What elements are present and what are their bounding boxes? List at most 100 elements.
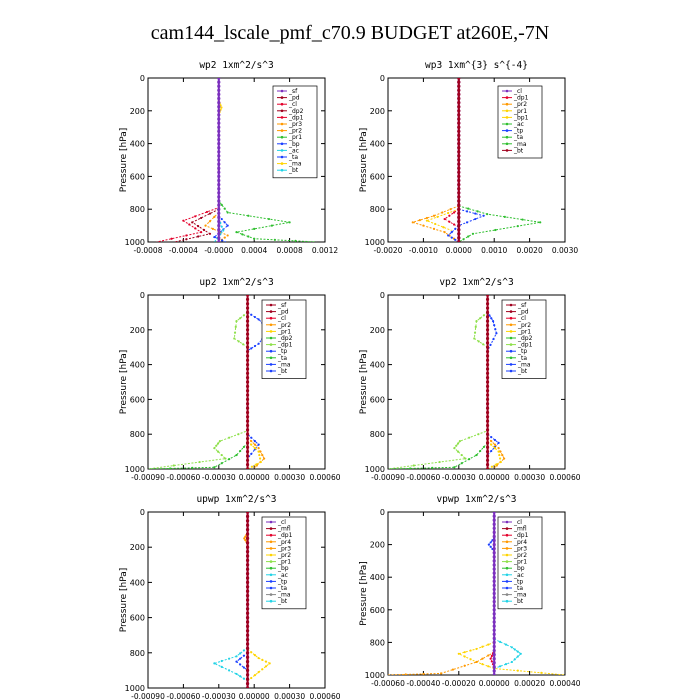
- legend-marker: [280, 135, 284, 139]
- series-point: [245, 545, 250, 549]
- series-line-ac: [458, 205, 541, 242]
- legend-marker: [505, 116, 509, 119]
- series-point: [492, 661, 496, 665]
- series-point: [457, 146, 461, 150]
- series-point: [477, 433, 480, 436]
- series-point: [245, 567, 250, 571]
- series-point: [245, 319, 250, 323]
- series-point: [422, 672, 425, 675]
- series-point: [432, 227, 436, 230]
- series-point: [469, 649, 472, 652]
- legend-marker: [505, 560, 509, 563]
- series-point: [245, 415, 250, 419]
- series-point: [516, 655, 519, 658]
- series-point: [497, 441, 500, 444]
- legend-label: _cl: [513, 519, 522, 526]
- series-point: [450, 231, 453, 234]
- series-point: [492, 579, 496, 583]
- series-point: [245, 607, 250, 611]
- legend-marker: [269, 566, 273, 570]
- series-point: [245, 558, 250, 563]
- series-point: [481, 645, 484, 648]
- series-point: [475, 647, 478, 651]
- series-point: [485, 354, 490, 358]
- series-point: [490, 465, 494, 468]
- x-tick-label: -0.00060: [167, 692, 201, 700]
- series-point: [204, 224, 207, 227]
- series-point: [457, 109, 461, 113]
- legend-marker: [280, 155, 284, 159]
- x-tick-label: -0.00060: [167, 473, 201, 482]
- series-point: [245, 436, 250, 441]
- series-point: [242, 654, 245, 657]
- x-tick-label: 0.0000: [446, 246, 472, 255]
- legend-label: _dp2: [288, 108, 304, 115]
- series-point: [425, 219, 429, 222]
- series-point: [217, 166, 221, 170]
- legend-marker: [505, 149, 509, 152]
- series-point: [492, 600, 496, 604]
- series-point: [490, 449, 493, 453]
- series-point: [245, 519, 250, 523]
- series-point: [239, 663, 242, 666]
- series-point: [245, 428, 250, 432]
- series-point: [194, 215, 197, 218]
- series-point: [244, 535, 247, 538]
- series-point: [490, 440, 493, 443]
- series-point: [492, 551, 496, 555]
- series-line-dp1: [388, 312, 489, 469]
- series-point: [208, 232, 212, 235]
- series-point: [492, 559, 496, 563]
- series-point: [217, 133, 221, 137]
- legend-label: _sf: [517, 302, 527, 309]
- series-point: [492, 522, 496, 526]
- series-point: [245, 393, 250, 397]
- legend-label: _tp: [277, 578, 287, 585]
- series-line-ac: [213, 647, 248, 682]
- legend-label: _pr2: [277, 552, 291, 559]
- series-point: [495, 463, 498, 466]
- series-point: [217, 154, 221, 158]
- series-line-dp2: [388, 442, 488, 469]
- series-point: [499, 665, 502, 668]
- legend-marker: [505, 122, 509, 126]
- legend-marker: [509, 363, 513, 366]
- legend-marker: [509, 356, 513, 360]
- legend-marker: [505, 89, 509, 93]
- series-point: [510, 646, 513, 649]
- legend-label: _ma: [513, 592, 527, 599]
- series-point: [235, 231, 238, 234]
- series-line-tp: [247, 311, 271, 459]
- series-point: [504, 643, 508, 646]
- series-point: [245, 686, 250, 688]
- legend-marker: [505, 135, 509, 139]
- legend-label: _bt: [513, 147, 524, 154]
- y-tick-label: 1000: [365, 671, 385, 680]
- series-point: [294, 239, 297, 242]
- series-point: [485, 445, 490, 449]
- legend-marker: [269, 553, 273, 557]
- series-line-pr1: [247, 440, 262, 469]
- series-point: [457, 187, 461, 191]
- series-point: [245, 406, 250, 410]
- legend-marker: [505, 599, 509, 603]
- legend-marker: [505, 533, 509, 537]
- series-line-pr2: [247, 437, 265, 469]
- legend-marker: [505, 102, 509, 106]
- series-point: [436, 215, 439, 218]
- series-point: [485, 328, 490, 332]
- series-point: [245, 323, 250, 328]
- legend-marker: [269, 580, 273, 583]
- y-tick-label: 600: [370, 606, 385, 615]
- series-point: [499, 450, 502, 453]
- series-point: [434, 222, 437, 226]
- series-point: [253, 440, 257, 443]
- series-point: [493, 443, 497, 446]
- series-point: [264, 660, 268, 663]
- legend-label: _pd: [288, 95, 300, 102]
- y-tick-label: 1000: [365, 238, 385, 247]
- series-point: [245, 602, 250, 607]
- legend-label: _pr1: [517, 328, 531, 335]
- series-point: [456, 442, 460, 445]
- legend-marker: [509, 336, 513, 340]
